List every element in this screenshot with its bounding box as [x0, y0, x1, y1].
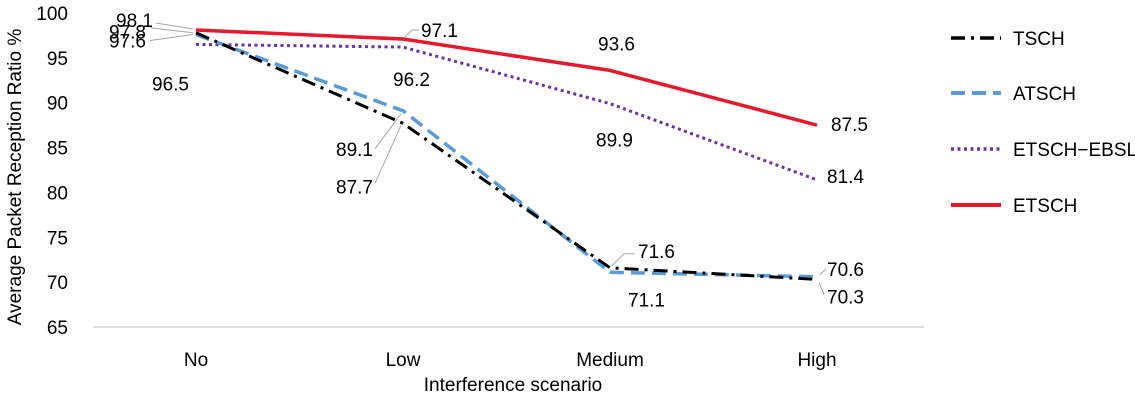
y-tick-label: 90 [47, 94, 68, 115]
data-label: 89.9 [596, 131, 633, 152]
x-axis: No Low Medium High [93, 326, 924, 371]
data-label: 97.1 [421, 21, 458, 42]
label-leader-line [818, 282, 825, 295]
legend-label: TSCH [1013, 29, 1065, 50]
label-leader-line [374, 125, 402, 184]
label-leader-line [374, 113, 402, 150]
legend: TSCH ATSCH ETSCH−EBSL ETSCH [951, 29, 1135, 217]
x-tick-label: High [797, 350, 836, 371]
y-tick-label: 80 [47, 183, 68, 204]
data-label: 96.2 [393, 70, 430, 91]
legend-label: ATSCH [1013, 84, 1076, 105]
series-line-tsch [195, 31, 818, 281]
series-line-etsch-ebsl [195, 42, 818, 182]
label-leader-line [819, 268, 827, 276]
data-label: 70.3 [827, 287, 864, 308]
data-label: 70.6 [827, 260, 864, 281]
x-tick-label: Medium [576, 350, 644, 371]
label-leader-line [611, 253, 635, 267]
label-leader-line [149, 27, 194, 34]
label-leader-line [404, 29, 419, 38]
label-leader-lines [149, 22, 827, 295]
x-tick-label: No [184, 350, 208, 371]
data-label: 98.1 [116, 11, 153, 32]
label-leader-line [155, 22, 194, 30]
series-line-atsch [195, 32, 818, 279]
y-tick-label: 75 [47, 228, 68, 249]
y-tick-label: 65 [47, 318, 68, 339]
legend-label: ETSCH [1013, 196, 1077, 217]
data-labels: 97.8 87.7 71.6 70.3 97.6 89.1 71.1 70.6 96.5 96.2… [109, 11, 868, 311]
y-tick-label: 70 [47, 273, 68, 294]
data-label: 93.6 [598, 34, 635, 55]
y-tick-label: 85 [47, 139, 68, 160]
data-label: 89.1 [336, 140, 373, 161]
data-label: 81.4 [827, 167, 864, 188]
y-tick-label: 95 [47, 49, 68, 70]
y-axis: 65 70 75 80 85 90 95 100 [36, 4, 68, 339]
data-label: 96.5 [152, 74, 189, 95]
data-label: 97.8 [109, 23, 146, 44]
data-label: 87.7 [336, 177, 373, 198]
x-tick-label: Low [386, 350, 421, 371]
legend-label: ETSCH−EBSL [1013, 140, 1135, 161]
x-axis-title: Interference scenario [424, 375, 603, 396]
data-label: 71.6 [638, 242, 675, 263]
y-tick-label: 100 [36, 4, 68, 25]
data-label: 71.1 [628, 290, 665, 311]
label-leader-line [149, 34, 194, 42]
series-line-etsch [195, 28, 818, 127]
series-layer [195, 28, 818, 281]
y-axis-title: Average Packet Reception Ratio % [5, 29, 26, 326]
data-label: 87.5 [831, 115, 868, 136]
data-label: 97.6 [109, 32, 146, 53]
